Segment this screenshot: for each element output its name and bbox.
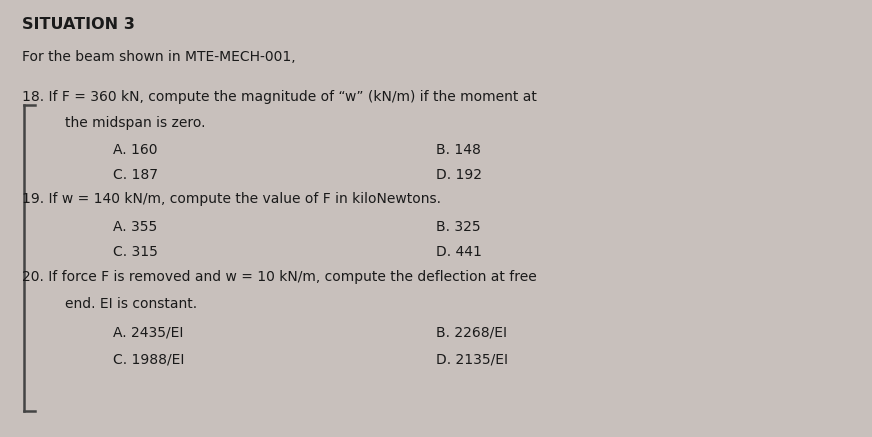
Text: B. 148: B. 148 (436, 143, 480, 157)
Text: A. 160: A. 160 (113, 143, 158, 157)
Text: D. 2135/EI: D. 2135/EI (436, 353, 508, 367)
Text: 18. If F = 360 kN, compute the magnitude of “w” (kN/m) if the moment at: 18. If F = 360 kN, compute the magnitude… (22, 90, 536, 104)
Text: the midspan is zero.: the midspan is zero. (65, 116, 206, 130)
Text: B. 2268/EI: B. 2268/EI (436, 326, 507, 340)
Text: For the beam shown in MTE-MECH-001,: For the beam shown in MTE-MECH-001, (22, 50, 296, 64)
Text: A. 2435/EI: A. 2435/EI (113, 326, 184, 340)
Text: D. 192: D. 192 (436, 168, 482, 182)
Text: 19. If w = 140 kN/m, compute the value of F in kiloNewtons.: 19. If w = 140 kN/m, compute the value o… (22, 192, 441, 206)
Text: C. 187: C. 187 (113, 168, 159, 182)
Text: D. 441: D. 441 (436, 245, 482, 259)
Text: C. 315: C. 315 (113, 245, 158, 259)
Text: A. 355: A. 355 (113, 220, 158, 234)
Text: end. EI is constant.: end. EI is constant. (65, 297, 198, 311)
Text: C. 1988/EI: C. 1988/EI (113, 353, 185, 367)
Text: SITUATION 3: SITUATION 3 (22, 17, 134, 32)
Text: 20. If force F is removed and w = 10 kN/m, compute the deflection at free: 20. If force F is removed and w = 10 kN/… (22, 270, 536, 284)
Text: B. 325: B. 325 (436, 220, 480, 234)
